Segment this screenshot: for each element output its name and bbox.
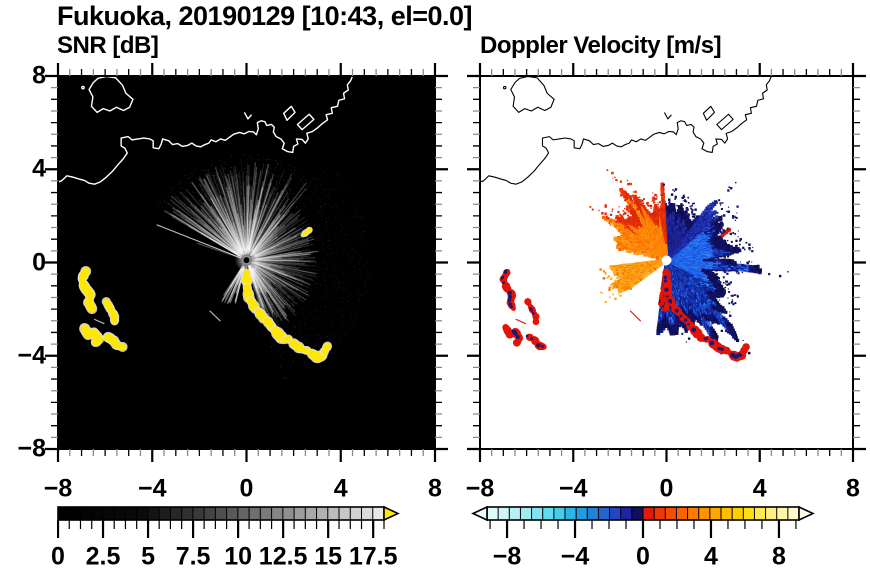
snr-x-tick-label: −8 — [43, 474, 73, 503]
vel-x-tick-label: 4 — [752, 474, 767, 503]
velocity-colorbar-tick-label: 4 — [704, 542, 718, 570]
vel-x-tick-label: 0 — [659, 474, 674, 503]
snr-colorbar-tick-label: 0 — [51, 542, 65, 570]
velocity-colorbar-tick-label: 8 — [771, 542, 786, 570]
snr-x-tick-label: 8 — [428, 474, 442, 503]
vel-x-tick-label: 8 — [846, 474, 860, 503]
snr-colorbar-tick-label: 2.5 — [85, 542, 121, 570]
snr-x-tick-label: −4 — [137, 474, 167, 503]
velocity-subtitle: Doppler Velocity [m/s] — [480, 32, 722, 59]
snr-colorbar — [57, 505, 403, 547]
snr-x-tick-label: 4 — [333, 474, 348, 503]
snr-colorbar-tick-label: 15 — [314, 542, 343, 570]
snr-x-tick-label: 0 — [239, 474, 254, 503]
snr-y-tick-label: −8 — [17, 434, 46, 463]
snr-y-tick-label: 0 — [32, 248, 46, 276]
snr-subtitle: SNR [dB] — [57, 32, 159, 59]
snr-colorbar-tick-label: 12.5 — [258, 542, 308, 570]
velocity-colorbar — [471, 505, 819, 547]
snr-colorbar-tick-label: 7.5 — [175, 542, 211, 570]
vel-x-tick-label: −8 — [465, 474, 495, 503]
snr-colorbar-tick-label: 10 — [224, 542, 253, 570]
snr-y-tick-label: 8 — [32, 61, 46, 90]
snr-y-tick-label: 4 — [32, 154, 46, 183]
snr-colorbar-tick-label: 5 — [141, 542, 155, 570]
figure-title: Fukuoka, 20190129 [10:43, el=0.0] — [57, 1, 473, 31]
velocity-colorbar-tick-label: 0 — [636, 542, 650, 570]
snr-panel-canvas — [58, 76, 435, 449]
snr-colorbar-tick-label: 17.5 — [348, 542, 398, 570]
velocity-panel-canvas — [480, 76, 853, 449]
snr-y-tick-label: −4 — [17, 341, 46, 370]
velocity-colorbar-tick-label: −4 — [560, 542, 590, 570]
vel-x-tick-label: −4 — [558, 474, 588, 503]
velocity-colorbar-tick-label: −8 — [492, 542, 522, 570]
